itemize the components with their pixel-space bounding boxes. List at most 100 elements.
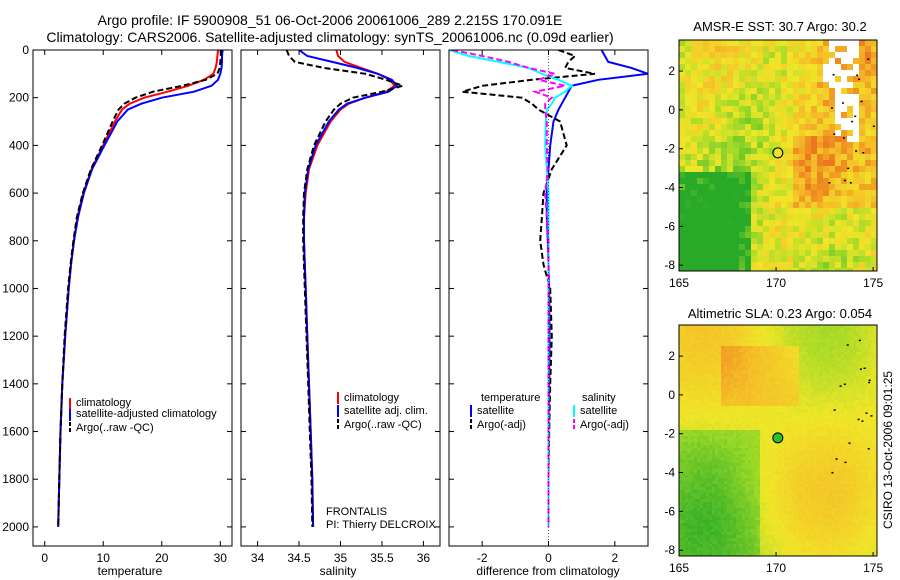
map-cell [733,172,739,178]
map-cell [757,475,760,478]
map-cell [703,433,706,436]
map-cell [739,100,745,106]
map-cell [856,337,859,340]
map-cell [802,421,805,424]
map-cell [736,415,739,418]
map-cell [835,418,838,421]
map-cell [682,454,685,457]
map-cell [679,457,682,460]
map-cell [859,406,862,409]
map-cell [766,352,769,355]
map-cell [745,52,751,58]
map-cell [811,427,814,430]
map-cell [865,370,868,373]
map-cell [730,457,733,460]
map-cell [790,466,793,469]
map-cell [682,421,685,424]
map-cell [787,268,793,271]
map-cell [751,343,754,346]
map-cell [859,238,865,244]
map-cell [805,346,808,349]
map-cell [760,325,763,328]
map-cell [769,142,775,148]
map-cell [772,463,775,466]
map-cell [793,172,799,178]
difference-lines [449,50,648,546]
map-cell [745,388,748,391]
map-cell [769,343,772,346]
map-cell [739,352,742,355]
map-cell [787,355,790,358]
map-cell [856,388,859,391]
map-cell [856,433,859,436]
map-cell [760,364,763,367]
map-cell [787,130,793,136]
map-cell [697,214,703,220]
map-cell [709,451,712,454]
x-tick-label: 34.5 [287,551,311,565]
map-cell [742,388,745,391]
map-cell [826,355,829,358]
map-cell [751,355,754,358]
map-cell [703,154,709,160]
map-cell [703,172,709,178]
map-cell [706,436,709,439]
map-cell [823,238,829,244]
salinity-panel: 34 34.5 35 35.5 36 salinity climatology sate… [240,49,441,578]
map-cell [739,232,745,238]
map-cell [859,232,865,238]
map-cell [874,454,877,457]
map-cell [790,472,793,475]
map-cell [772,382,775,385]
map-cell [766,349,769,352]
map-cell [691,88,697,94]
map-cell [730,367,733,370]
map-cell [748,475,751,478]
map-cell [691,166,697,172]
map-cell [826,415,829,418]
map-cell [733,433,736,436]
map-cell [790,328,793,331]
map-cell [739,478,742,481]
map-cell [793,469,796,472]
map-cell [871,460,874,463]
map-cell [871,190,877,196]
map-cell [703,349,706,352]
map-cell [781,460,784,463]
map-cell [739,64,745,70]
map-cell [709,418,712,421]
map-cell [703,106,709,112]
map-cell [685,172,691,178]
map-cell [826,367,829,370]
map-cell [835,445,838,448]
map-cell [781,379,784,382]
map-cell [835,70,841,76]
map-cell [811,445,814,448]
map-cell [853,268,859,271]
map-cell [829,412,832,415]
map-cell [859,76,865,82]
map-cell [862,421,865,424]
map-cell [850,367,853,370]
map-cell [865,373,868,376]
salinity-legend: climatology satellite adj. clim. Argo(..… [337,392,428,431]
map-cell [679,349,682,352]
map-cell [703,430,706,433]
map-cell [871,478,874,481]
map-cell [769,208,775,214]
map-cell [757,52,763,58]
map-cell [727,361,730,364]
map-cell [733,130,739,136]
map-cell [829,436,832,439]
map-cell [781,481,784,484]
map-cell [697,196,703,202]
map-cell [706,334,709,337]
map-cell [820,364,823,367]
map-cell [787,154,793,160]
map-cell [805,160,811,166]
map-cell [835,178,841,184]
map-cell [835,214,841,220]
map-cell [838,466,841,469]
map-cell [706,466,709,469]
map-cell [817,352,820,355]
